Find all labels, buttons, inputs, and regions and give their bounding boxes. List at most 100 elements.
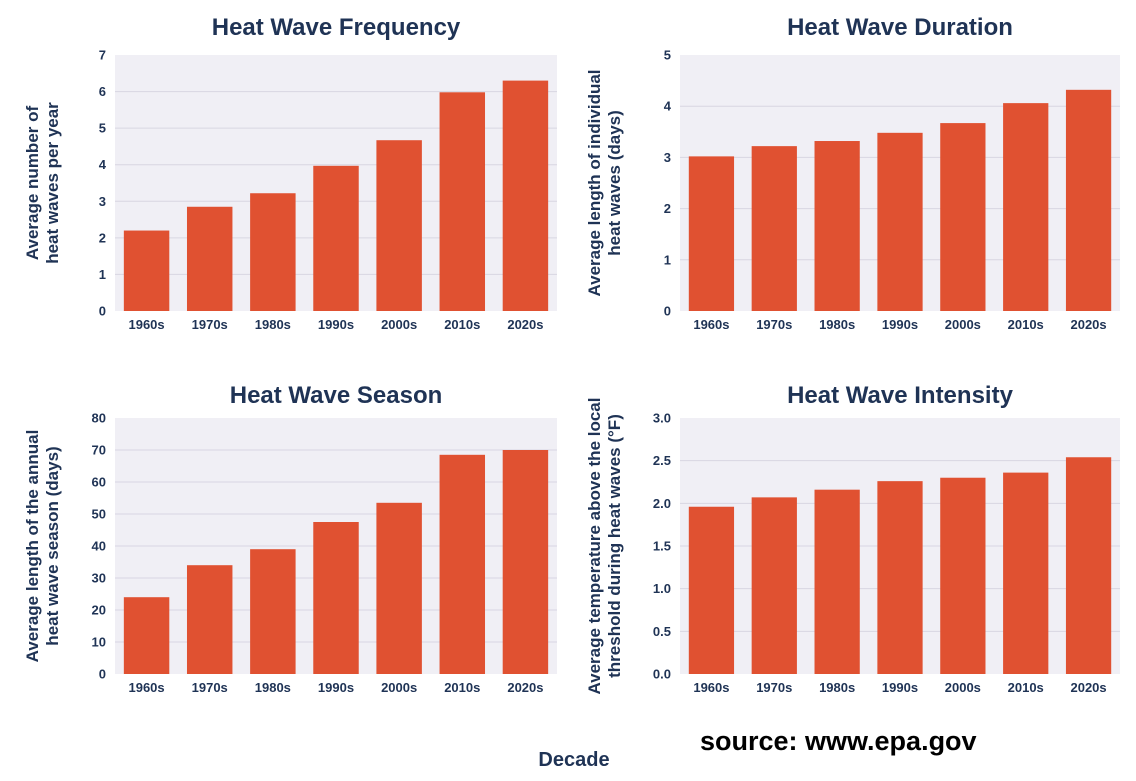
- bar: [877, 132, 923, 311]
- y-tick-label: 3: [664, 150, 671, 165]
- y-tick-label: 2.5: [653, 453, 671, 468]
- y-axis-label-line: heat waves (days): [605, 110, 624, 256]
- chart-title: Heat Wave Season: [230, 382, 443, 409]
- x-tick-label: 2000s: [945, 680, 981, 695]
- bar: [751, 497, 797, 674]
- x-tick-label: 1990s: [882, 317, 918, 332]
- bar: [814, 489, 860, 674]
- y-tick-label: 3: [99, 194, 106, 209]
- x-tick-label: 1970s: [192, 680, 228, 695]
- bar: [1065, 457, 1112, 674]
- x-tick-label: 1960s: [693, 680, 729, 695]
- y-axis-label-line: Average number of: [23, 106, 42, 261]
- bar: [250, 193, 296, 311]
- bar: [186, 206, 233, 311]
- y-tick-label: 0.5: [653, 624, 671, 639]
- y-tick-label: 2: [99, 230, 106, 245]
- bar: [439, 454, 486, 674]
- chart-title: Heat Wave Duration: [787, 14, 1013, 41]
- x-tick-label: 1960s: [693, 317, 729, 332]
- bar: [250, 549, 296, 674]
- y-axis-label: Average length of individualheat waves (…: [585, 69, 624, 296]
- x-tick-label: 2010s: [1008, 317, 1044, 332]
- x-tick-label: 1970s: [756, 317, 792, 332]
- y-tick-label: 1: [99, 267, 106, 282]
- y-tick-label: 4: [664, 99, 672, 114]
- x-tick-label: 2000s: [381, 680, 417, 695]
- y-tick-label: 5: [99, 121, 106, 136]
- bar: [123, 230, 170, 311]
- bar: [1065, 89, 1112, 311]
- y-tick-label: 0.0: [653, 667, 671, 682]
- bar: [688, 506, 735, 674]
- y-axis-label: Average temperature above the localthres…: [585, 398, 624, 695]
- bar: [1003, 472, 1049, 674]
- y-tick-label: 0: [99, 304, 106, 319]
- x-tick-label: 2010s: [444, 317, 480, 332]
- bar: [502, 450, 549, 674]
- y-tick-label: 80: [92, 411, 106, 426]
- x-axis-label: Decade: [538, 749, 609, 771]
- y-axis-label-line: heat wave season (days): [43, 446, 62, 645]
- y-tick-label: 6: [99, 84, 106, 99]
- chart-title: Heat Wave Intensity: [787, 382, 1013, 409]
- bar: [1003, 103, 1049, 312]
- y-tick-label: 5: [664, 48, 671, 63]
- y-tick-label: 1: [664, 252, 671, 267]
- bar: [123, 597, 170, 674]
- x-tick-label: 1980s: [819, 317, 855, 332]
- y-tick-label: 40: [92, 539, 106, 554]
- y-tick-label: 2.0: [653, 496, 671, 511]
- y-tick-label: 1.0: [653, 581, 671, 596]
- y-tick-label: 30: [92, 571, 106, 586]
- y-axis-label-line: Average temperature above the local: [585, 398, 604, 695]
- y-tick-label: 10: [92, 635, 106, 650]
- chart-title: Heat Wave Frequency: [212, 14, 461, 41]
- x-tick-label: 2010s: [444, 680, 480, 695]
- bar: [313, 522, 359, 674]
- x-tick-label: 2020s: [1070, 680, 1106, 695]
- x-tick-label: 2000s: [945, 317, 981, 332]
- x-tick-label: 1980s: [255, 317, 291, 332]
- bar: [376, 140, 422, 311]
- bar: [751, 146, 797, 311]
- y-tick-label: 50: [92, 507, 106, 522]
- bar: [940, 123, 986, 311]
- x-tick-label: 2020s: [507, 317, 543, 332]
- x-tick-label: 1990s: [318, 317, 354, 332]
- bar: [376, 502, 422, 674]
- bar: [814, 141, 860, 311]
- y-axis-label-line: Average length of individual: [585, 69, 604, 296]
- y-tick-label: 2: [664, 201, 671, 216]
- y-axis-label: Average number ofheat waves per year: [23, 102, 62, 264]
- x-tick-label: 1970s: [192, 317, 228, 332]
- x-tick-label: 2000s: [381, 317, 417, 332]
- y-axis-label-line: heat waves per year: [43, 102, 62, 264]
- x-tick-label: 2010s: [1008, 680, 1044, 695]
- x-tick-label: 2020s: [1070, 317, 1106, 332]
- bar: [502, 80, 549, 311]
- x-tick-label: 1990s: [318, 680, 354, 695]
- bar: [688, 156, 735, 311]
- y-axis-label: Average length of the annualheat wave se…: [23, 430, 62, 663]
- y-tick-label: 20: [92, 603, 106, 618]
- x-tick-label: 1970s: [756, 680, 792, 695]
- x-tick-label: 1990s: [882, 680, 918, 695]
- y-tick-label: 3.0: [653, 411, 671, 426]
- y-axis-label-line: threshold during heat waves (°F): [605, 414, 624, 678]
- y-tick-label: 0: [664, 304, 671, 319]
- x-tick-label: 1980s: [819, 680, 855, 695]
- bar: [877, 481, 923, 674]
- bar: [186, 565, 233, 674]
- x-tick-label: 1960s: [128, 317, 164, 332]
- y-axis-label-line: Average length of the annual: [23, 430, 42, 663]
- bar: [313, 165, 359, 311]
- y-tick-label: 0: [99, 667, 106, 682]
- y-tick-label: 60: [92, 475, 106, 490]
- bar: [940, 477, 986, 674]
- source-caption: source: www.epa.gov: [700, 726, 977, 756]
- x-tick-label: 1980s: [255, 680, 291, 695]
- y-tick-label: 7: [99, 48, 106, 63]
- y-tick-label: 70: [92, 443, 106, 458]
